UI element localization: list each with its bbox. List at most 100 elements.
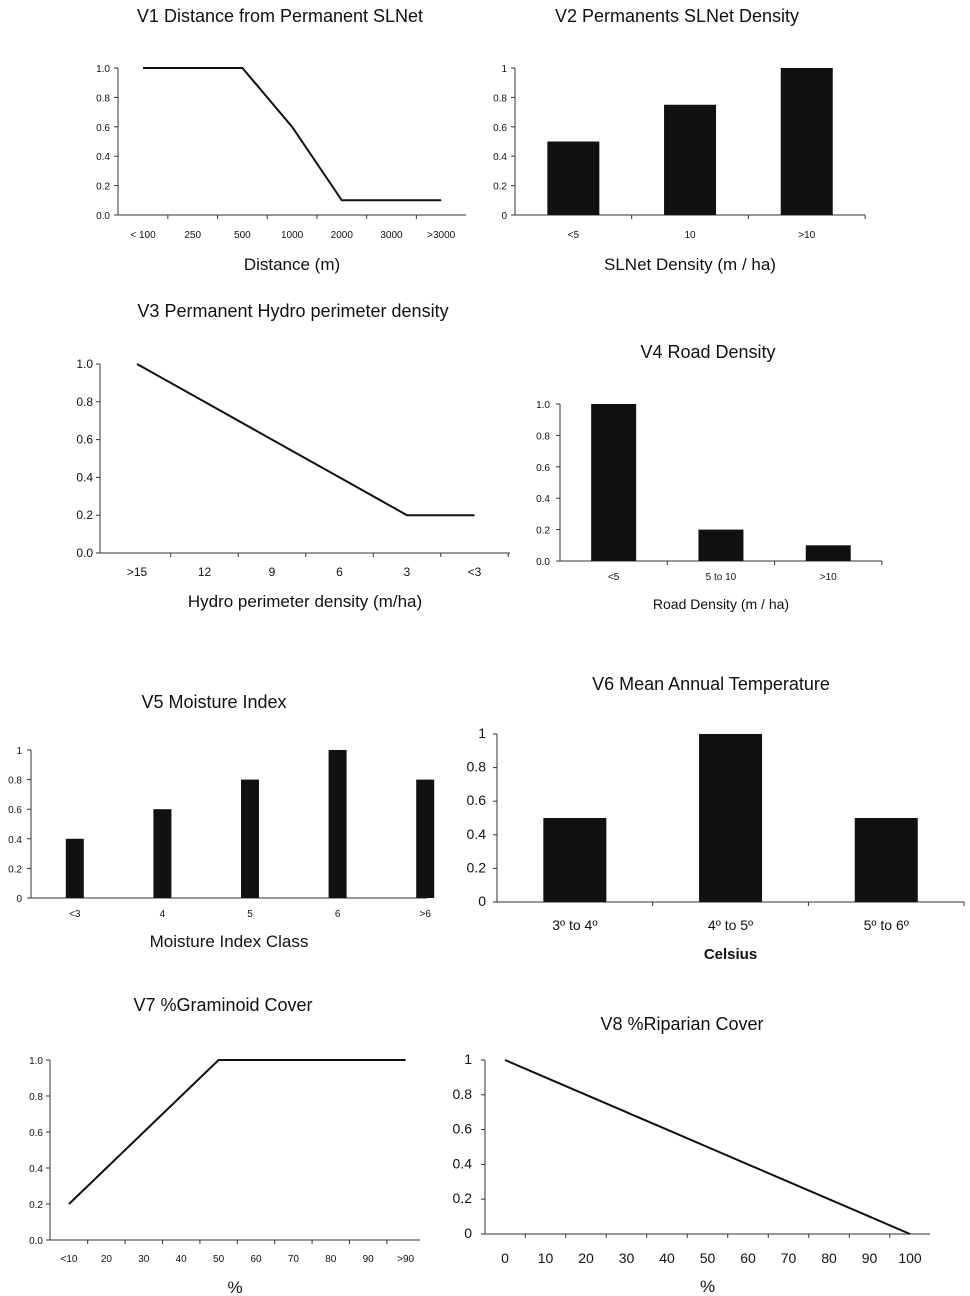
v7-x-tick-label: >90 xyxy=(397,1254,414,1265)
v7-x-tick-label: 20 xyxy=(101,1254,113,1265)
v4-y-tick-label: 1.0 xyxy=(536,400,550,411)
v5-y-tick-label: 0.2 xyxy=(8,864,22,875)
v8-x-tick-label: 60 xyxy=(740,1250,756,1266)
v7-y-tick-label: 0.6 xyxy=(29,1128,43,1139)
v5-x-tick-label: 6 xyxy=(335,909,341,920)
v4-title: V4 Road Density xyxy=(640,342,775,362)
v4-y-tick-label: 0.0 xyxy=(536,557,550,568)
v6-x-axis-title: Celsius xyxy=(704,946,757,963)
v8-x-tick-label: 70 xyxy=(781,1250,797,1266)
v6-x-tick-label: 4º to 5º xyxy=(708,917,753,933)
v2-y-tick-label: 1 xyxy=(501,64,507,75)
v1-y-tick-label: 0.0 xyxy=(96,211,110,222)
v4-bar xyxy=(591,404,637,561)
v6-bar xyxy=(699,734,763,902)
v7-x-tick-label: 80 xyxy=(325,1254,337,1265)
v3-y-tick-label: 0.4 xyxy=(76,470,93,484)
v4-x-tick-label: 5 to 10 xyxy=(706,572,737,583)
v5-x-tick-label: 4 xyxy=(160,909,166,920)
v5-bar xyxy=(65,838,84,898)
v2-bar xyxy=(664,104,717,215)
v6-bar xyxy=(854,818,918,902)
v3-y-tick-label: 0.0 xyxy=(76,546,93,560)
v5-y-tick-label: 0 xyxy=(16,894,22,905)
v7-y-tick-label: 0.2 xyxy=(29,1200,43,1211)
v5-bar xyxy=(241,779,259,898)
v3-title: V3 Permanent Hydro perimeter density xyxy=(137,301,448,321)
v1-x-tick-label: 2000 xyxy=(331,230,354,241)
v1-y-tick-label: 0.8 xyxy=(96,93,110,104)
v5-x-tick-label: >6 xyxy=(419,909,431,920)
v2-bar xyxy=(547,141,600,215)
v7-y-tick-label: 0.8 xyxy=(29,1092,43,1103)
v4-y-tick-label: 0.4 xyxy=(536,494,550,505)
v8-title: V8 %Riparian Cover xyxy=(600,1014,763,1034)
v5-y-tick-label: 0.4 xyxy=(8,835,22,846)
v7-x-tick-label: <10 xyxy=(61,1254,78,1265)
v5-x-tick-label: <3 xyxy=(69,909,81,920)
v8-x-tick-label: 30 xyxy=(619,1250,635,1266)
v5-title: V5 Moisture Index xyxy=(141,692,286,712)
v2-bar xyxy=(780,68,833,215)
v2-y-tick-label: 0.6 xyxy=(493,123,507,134)
v7-y-tick-label: 1.0 xyxy=(29,1056,43,1067)
v4-bar xyxy=(805,545,851,561)
v3-x-tick-label: 12 xyxy=(198,565,212,579)
v2-x-tick-label: <5 xyxy=(568,230,580,241)
v1-x-tick-label: 3000 xyxy=(380,230,403,241)
v8-x-tick-label: 0 xyxy=(501,1250,509,1266)
v7-x-tick-label: 90 xyxy=(363,1254,375,1265)
v3-y-tick-label: 1.0 xyxy=(76,357,93,371)
v5-bar xyxy=(153,809,172,898)
v2-y-tick-label: 0.4 xyxy=(493,152,507,163)
v3-x-tick-label: >15 xyxy=(127,565,148,579)
v8-x-axis-title: % xyxy=(700,1277,715,1296)
v5-y-tick-label: 0.6 xyxy=(8,805,22,816)
v7-x-tick-label: 30 xyxy=(138,1254,150,1265)
v2-x-tick-label: >10 xyxy=(798,230,815,241)
v6-y-tick-label: 0.8 xyxy=(467,759,487,775)
v5-bar xyxy=(416,779,435,898)
v8-x-tick-label: 90 xyxy=(862,1250,878,1266)
v7-y-tick-label: 0.4 xyxy=(29,1164,43,1175)
v6-y-tick-label: 1 xyxy=(478,725,486,741)
v6-x-tick-label: 5º to 6º xyxy=(864,917,909,933)
v1-y-tick-label: 0.6 xyxy=(96,123,110,134)
v1-x-tick-label: 250 xyxy=(184,230,201,241)
v4-y-tick-label: 0.2 xyxy=(536,526,550,537)
v4-bar xyxy=(698,529,744,561)
v8-y-tick-label: 0 xyxy=(464,1225,472,1241)
v3-y-tick-label: 0.2 xyxy=(76,508,93,522)
v8-x-tick-label: 20 xyxy=(578,1250,594,1266)
v8-x-tick-label: 10 xyxy=(538,1250,554,1266)
v2-y-tick-label: 0.2 xyxy=(493,182,507,193)
v4-y-tick-label: 0.6 xyxy=(536,463,550,474)
v1-x-tick-label: >3000 xyxy=(427,230,456,241)
v8-y-tick-label: 0.6 xyxy=(453,1121,473,1137)
v6-y-tick-label: 0 xyxy=(478,893,486,909)
v6-bar xyxy=(543,818,607,902)
v1-y-tick-label: 0.2 xyxy=(96,182,110,193)
v3-x-tick-label: <3 xyxy=(468,565,482,579)
v3-x-tick-label: 9 xyxy=(269,565,276,579)
v1-x-axis-title: Distance (m) xyxy=(244,255,340,274)
v3-y-tick-label: 0.6 xyxy=(76,433,93,447)
v3-x-tick-label: 3 xyxy=(404,565,411,579)
v1-y-tick-label: 0.4 xyxy=(96,152,110,163)
v1-x-tick-label: 500 xyxy=(234,230,251,241)
v6-y-tick-label: 0.2 xyxy=(467,859,487,875)
v8-x-tick-label: 80 xyxy=(821,1250,837,1266)
v2-y-tick-label: 0.8 xyxy=(493,93,507,104)
v3-x-axis-title: Hydro perimeter density (m/ha) xyxy=(188,592,422,611)
v6-y-tick-label: 0.4 xyxy=(467,826,487,842)
v3-series-line xyxy=(136,363,475,517)
v8-y-tick-label: 0.2 xyxy=(453,1190,473,1206)
v7-x-tick-label: 50 xyxy=(213,1254,225,1265)
v3-x-tick-label: 6 xyxy=(336,565,343,579)
v8-x-tick-label: 40 xyxy=(659,1250,675,1266)
v1-series-line xyxy=(143,67,442,202)
v1-title: V1 Distance from Permanent SLNet xyxy=(137,6,423,26)
v1-x-tick-label: 1000 xyxy=(281,230,304,241)
v8-y-tick-label: 0.8 xyxy=(453,1086,473,1102)
v7-title: V7 %Graminoid Cover xyxy=(133,995,312,1015)
